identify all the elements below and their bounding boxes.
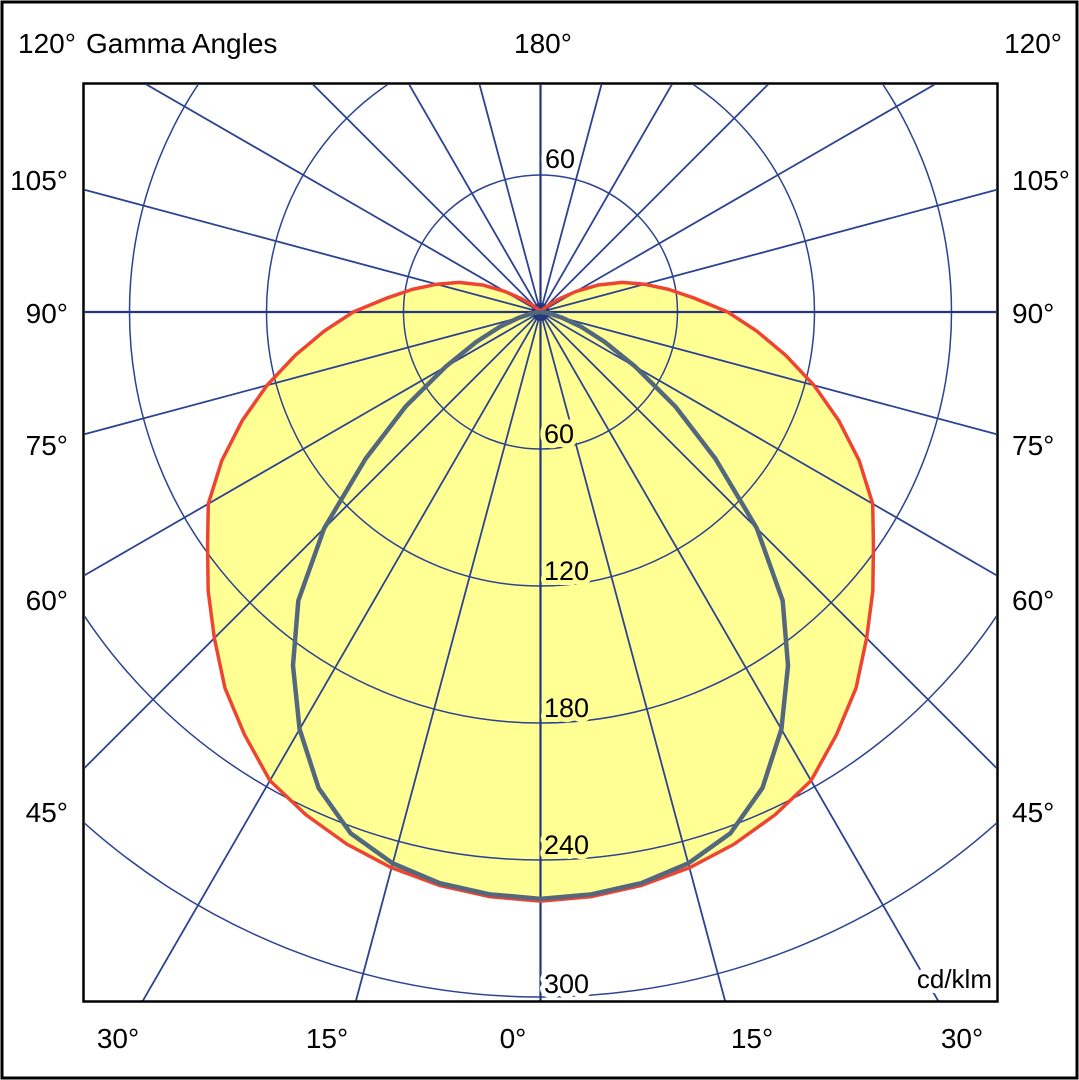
bottom-gamma-label-30-right: 30° bbox=[941, 1023, 983, 1054]
left-gamma-label-45: 45° bbox=[26, 797, 68, 828]
bottom-gamma-label-15-left: 15° bbox=[306, 1023, 348, 1054]
c0-c180-curve bbox=[205, 280, 876, 903]
bottom-gamma-label-30-left: 30° bbox=[97, 1023, 139, 1054]
left-gamma-label-75: 75° bbox=[26, 430, 68, 461]
right-gamma-label-105: 105° bbox=[1012, 165, 1070, 196]
gamma-label-top-right: 120° bbox=[1004, 28, 1062, 59]
gamma-label-top-left: 120° bbox=[18, 28, 76, 59]
left-gamma-label-90: 90° bbox=[26, 298, 68, 329]
radial-tick-240: 240 bbox=[544, 830, 589, 860]
radial-tick-60: 60 bbox=[544, 419, 574, 449]
chart-title: Gamma Angles bbox=[86, 28, 277, 59]
plot-border bbox=[82, 82, 999, 1003]
left-gamma-label-60: 60° bbox=[26, 585, 68, 616]
bottom-gamma-label-15-right: 15° bbox=[731, 1023, 773, 1054]
left-gamma-label-105: 105° bbox=[10, 165, 68, 196]
unit-label: cd/klm bbox=[917, 964, 992, 994]
bottom-gamma-label-0: 0° bbox=[500, 1023, 527, 1054]
right-gamma-label-60: 60° bbox=[1012, 585, 1054, 616]
right-gamma-label-90: 90° bbox=[1012, 298, 1054, 329]
radial-tick-120: 120 bbox=[544, 556, 589, 586]
c90-c270-curve bbox=[290, 309, 791, 902]
right-gamma-label-75: 75° bbox=[1012, 430, 1054, 461]
radial-tick-300: 300 bbox=[544, 969, 589, 999]
right-gamma-label-45: 45° bbox=[1012, 797, 1054, 828]
gamma-label-top-center: 180° bbox=[514, 28, 572, 59]
radial-tick-180: 180 bbox=[544, 693, 589, 723]
radial-tick-60-upper: 60 bbox=[545, 144, 575, 174]
